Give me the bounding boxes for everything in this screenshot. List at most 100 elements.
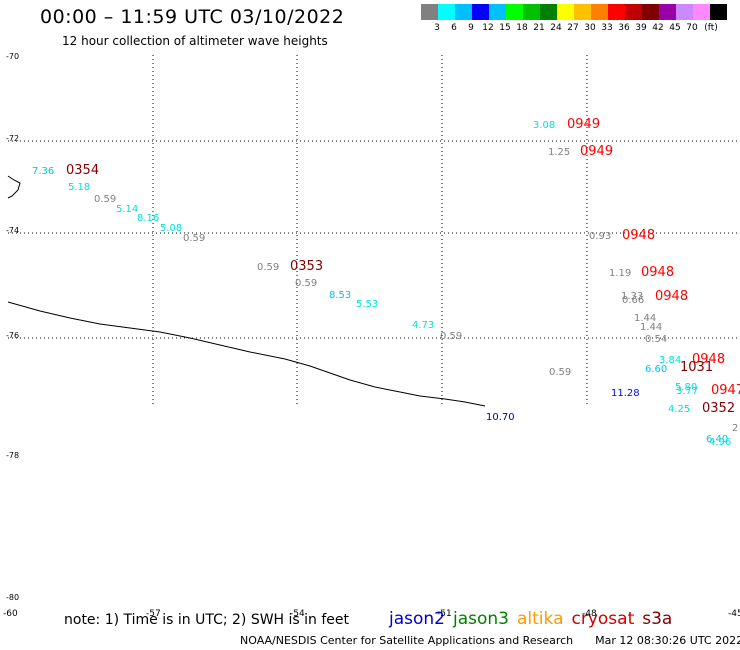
- observation-label: 0.59: [183, 233, 205, 244]
- satellite-s3a: s3a: [642, 609, 673, 629]
- observation-label: 2: [732, 423, 738, 434]
- note-text: note: 1) Time is in UTC; 2) SWH is in fe…: [64, 612, 350, 628]
- legend-label: 3: [434, 23, 440, 33]
- legend-label: 6: [451, 23, 457, 33]
- legend-label: 70: [686, 23, 698, 33]
- observation-label: 4.73: [412, 320, 434, 331]
- satellite-cryosat: cryosat: [571, 609, 635, 629]
- observation-label: 0352: [702, 401, 735, 416]
- satellite-altika: altika: [517, 609, 564, 629]
- legend-label: 18: [516, 23, 528, 33]
- legend-swatch: [710, 4, 727, 20]
- legend-swatch: [438, 4, 455, 20]
- observation-label: 0948: [692, 352, 725, 367]
- satellite-jason2: jason2: [389, 609, 445, 629]
- legend-label: 39: [635, 23, 647, 33]
- coastline: [7, 301, 486, 407]
- observation-label: 3.08: [533, 120, 555, 131]
- legend-swatch: [693, 4, 710, 20]
- legend-label: 36: [618, 23, 630, 33]
- observation-label: 0.59: [295, 278, 317, 289]
- legend-swatch: [421, 4, 438, 20]
- legend-swatch: [557, 4, 574, 20]
- observation-label: 3.77: [676, 386, 698, 397]
- legend-label: 24: [550, 23, 562, 33]
- legend-swatch: [608, 4, 625, 20]
- observation-label: 0.59: [94, 194, 116, 205]
- observation-label: 1031: [680, 360, 713, 375]
- observation-label: 5.80: [675, 382, 697, 393]
- observation-label: 3.84: [659, 355, 681, 366]
- legend-label: 9: [468, 23, 474, 33]
- observation-label: 0949: [567, 117, 600, 132]
- satellite-jason3: jason3: [453, 609, 509, 629]
- observation-label: 0.59: [549, 367, 571, 378]
- legend-label: 45: [669, 23, 681, 33]
- map-title: 00:00 – 11:59 UTC 03/10/2022: [40, 6, 345, 28]
- observation-label: 1.33: [621, 291, 643, 302]
- observation-label: 0.93: [589, 231, 611, 242]
- legend-label: 30: [584, 23, 596, 33]
- longitude-label: -54: [290, 609, 305, 619]
- legend-swatch: [574, 4, 591, 20]
- observation-label: 8.53: [329, 290, 351, 301]
- legend-swatch: [591, 4, 608, 20]
- longitude-label: -60: [3, 609, 18, 619]
- legend-swatch: [625, 4, 642, 20]
- legend-swatch: [642, 4, 659, 20]
- longitude-label: -48: [582, 609, 597, 619]
- observation-label: 6.40: [706, 434, 728, 445]
- observation-label: 1.19: [609, 268, 631, 279]
- observation-label: 8.16: [137, 213, 159, 224]
- observation-label: 0354: [66, 163, 99, 178]
- timestamp: Mar 12 08:30:26 UTC 2022: [595, 634, 740, 647]
- credit-text: NOAA/NESDIS Center for Satellite Applica…: [240, 634, 574, 647]
- legend-swatch: [472, 4, 489, 20]
- observation-label: 5.14: [116, 204, 138, 215]
- map-subtitle: 12 hour collection of altimeter wave hei…: [62, 34, 328, 48]
- observation-label: 5.18: [68, 182, 90, 193]
- observation-label: 0948: [655, 289, 688, 304]
- coast-fragment: [7, 175, 21, 199]
- latitude-label: -74: [6, 226, 19, 235]
- legend-swatch: [659, 4, 676, 20]
- observation-label: 0949: [580, 144, 613, 159]
- observation-label: 0.54: [645, 334, 667, 345]
- longitude-label: -51: [437, 609, 452, 619]
- legend-label: 12: [482, 23, 494, 33]
- observation-label: 11.28: [611, 388, 640, 399]
- observation-label: 7.36: [32, 166, 54, 177]
- latitude-label: -72: [6, 134, 19, 143]
- observation-label: 1.44: [634, 313, 656, 324]
- observation-label: 6.60: [645, 364, 667, 375]
- observation-label: 0.59: [440, 331, 462, 342]
- legend-swatch: [540, 4, 557, 20]
- legend-swatch: [523, 4, 540, 20]
- observation-label: 0948: [622, 228, 655, 243]
- satellite-legend: jason2 jason3 altika cryosat s3a: [389, 609, 680, 629]
- observation-label: 4.96: [709, 437, 731, 448]
- latitude-label: -80: [6, 593, 19, 602]
- legend-swatch: [506, 4, 523, 20]
- observation-label: 4.25: [668, 404, 690, 415]
- legend-label: 42: [652, 23, 664, 33]
- observation-label: 0947: [711, 383, 740, 398]
- legend-label: 15: [499, 23, 511, 33]
- longitude-label: -57: [146, 609, 161, 619]
- observation-label: 1.25: [548, 147, 570, 158]
- legend-label: 27: [567, 23, 579, 33]
- observation-label: 10.70: [486, 412, 515, 423]
- credit-line: NOAA/NESDIS Center for Satellite Applica…: [240, 634, 740, 647]
- observation-label: 0948: [641, 265, 674, 280]
- observation-label: 5.08: [160, 223, 182, 234]
- legend-swatch: [676, 4, 693, 20]
- observation-label: 0.66: [622, 295, 644, 306]
- latitude-label: -76: [6, 331, 19, 340]
- legend-label: 21: [533, 23, 545, 33]
- legend-unit: (ft): [704, 23, 718, 33]
- latitude-label: -78: [6, 451, 19, 460]
- observation-label: 0353: [290, 259, 323, 274]
- legend-swatch: [489, 4, 506, 20]
